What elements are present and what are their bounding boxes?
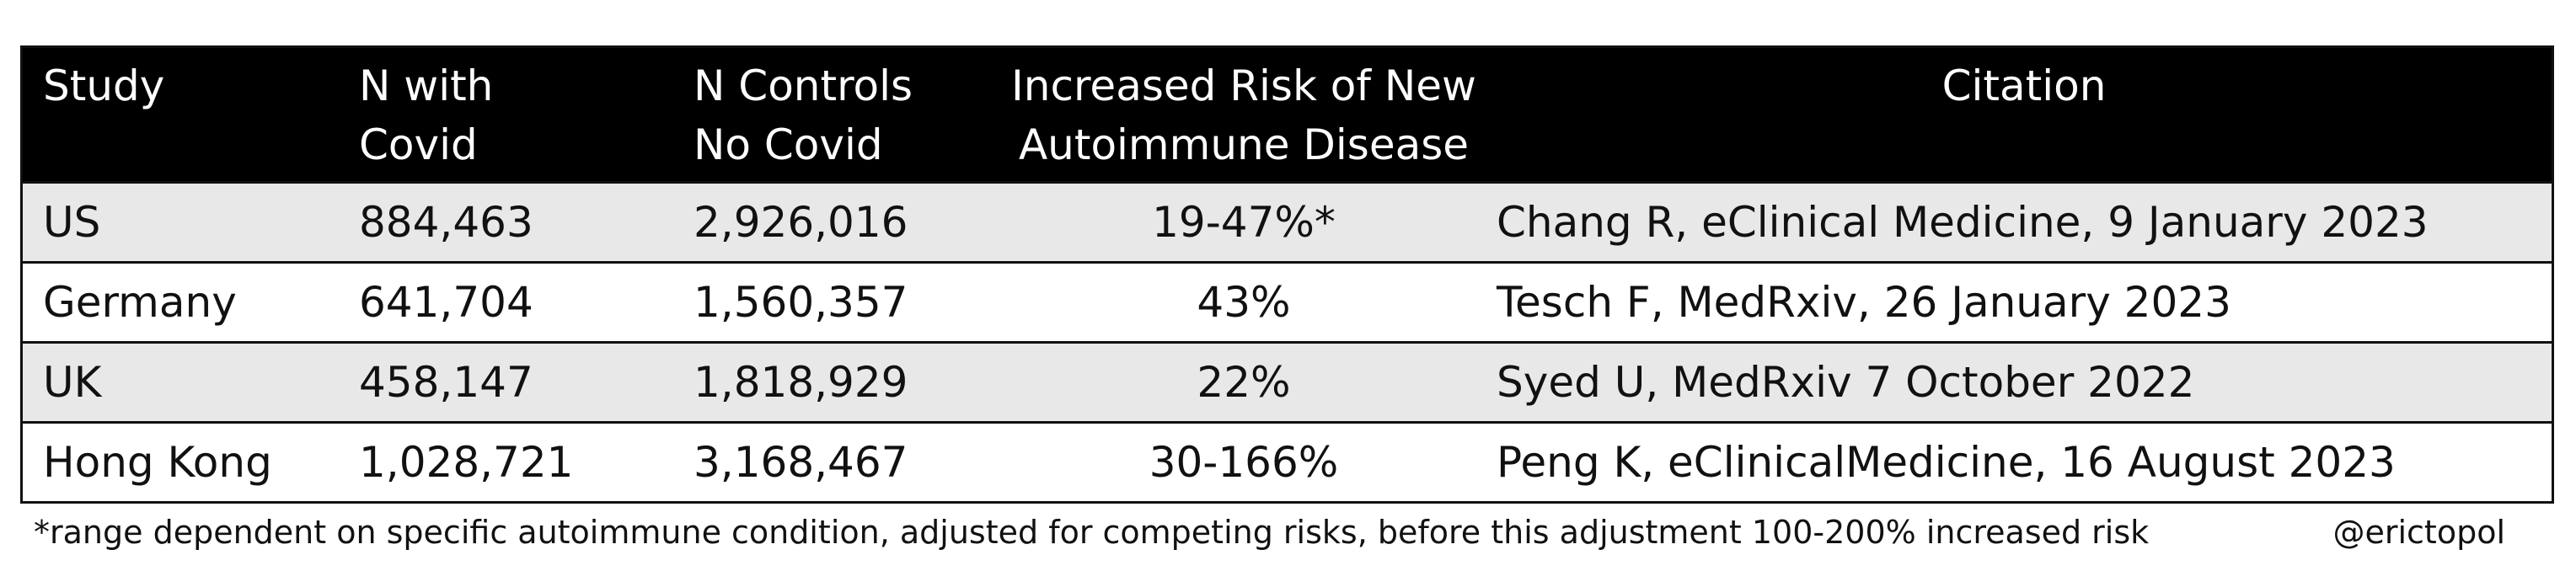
header-n-with-covid: N with Covid: [359, 61, 494, 169]
cell-increased-risk: 19-47%*: [991, 181, 1497, 263]
autoimmune-risk-table: Study N with Covid N Controls No Covid I…: [20, 45, 2554, 504]
cell-n-controls: 2,926,016: [673, 181, 991, 263]
header-row: Study N with Covid N Controls No Covid I…: [23, 48, 2552, 183]
table-row: Hong Kong 1,028,721 3,168,467 30-166% Pe…: [23, 421, 2552, 501]
header-n-controls: N Controls No Covid: [694, 61, 913, 169]
cell-citation: Tesch F, MedRxiv, 26 January 2023: [1497, 261, 2552, 343]
cell-n-controls: 1,818,929: [673, 341, 991, 423]
author-handle: @erictopol: [2332, 514, 2505, 551]
cell-n-with-covid: 1,028,721: [339, 421, 673, 501]
cell-citation: Syed U, MedRxiv 7 October 2022: [1497, 341, 2552, 423]
cell-n-controls: 3,168,467: [673, 421, 991, 501]
table-row: US 884,463 2,926,016 19-47%* Chang R, eC…: [23, 181, 2552, 263]
table-row: UK 458,147 1,818,929 22% Syed U, MedRxiv…: [23, 341, 2552, 423]
header-study: Study: [43, 61, 165, 110]
cell-study: Hong Kong: [23, 421, 339, 501]
cell-citation: Chang R, eClinical Medicine, 9 January 2…: [1497, 181, 2552, 263]
cell-n-controls: 1,560,357: [673, 261, 991, 343]
cell-increased-risk: 43%: [991, 261, 1497, 343]
cell-increased-risk: 30-166%: [991, 421, 1497, 501]
data-table: Study N with Covid N Controls No Covid I…: [23, 48, 2552, 501]
cell-n-with-covid: 884,463: [339, 181, 673, 263]
header-citation: Citation: [1941, 61, 2107, 110]
cell-citation: Peng K, eClinicalMedicine, 16 August 202…: [1497, 421, 2552, 501]
cell-study: Germany: [23, 261, 339, 343]
cell-study: UK: [23, 341, 339, 423]
cell-increased-risk: 22%: [991, 341, 1497, 423]
header-increased-risk: Increased Risk of New Autoimmune Disease: [1011, 61, 1476, 169]
cell-n-with-covid: 458,147: [339, 341, 673, 423]
footnote: *range dependent on specific autoimmune …: [34, 514, 2150, 551]
table-row: Germany 641,704 1,560,357 43% Tesch F, M…: [23, 261, 2552, 343]
cell-n-with-covid: 641,704: [339, 261, 673, 343]
cell-study: US: [23, 181, 339, 263]
